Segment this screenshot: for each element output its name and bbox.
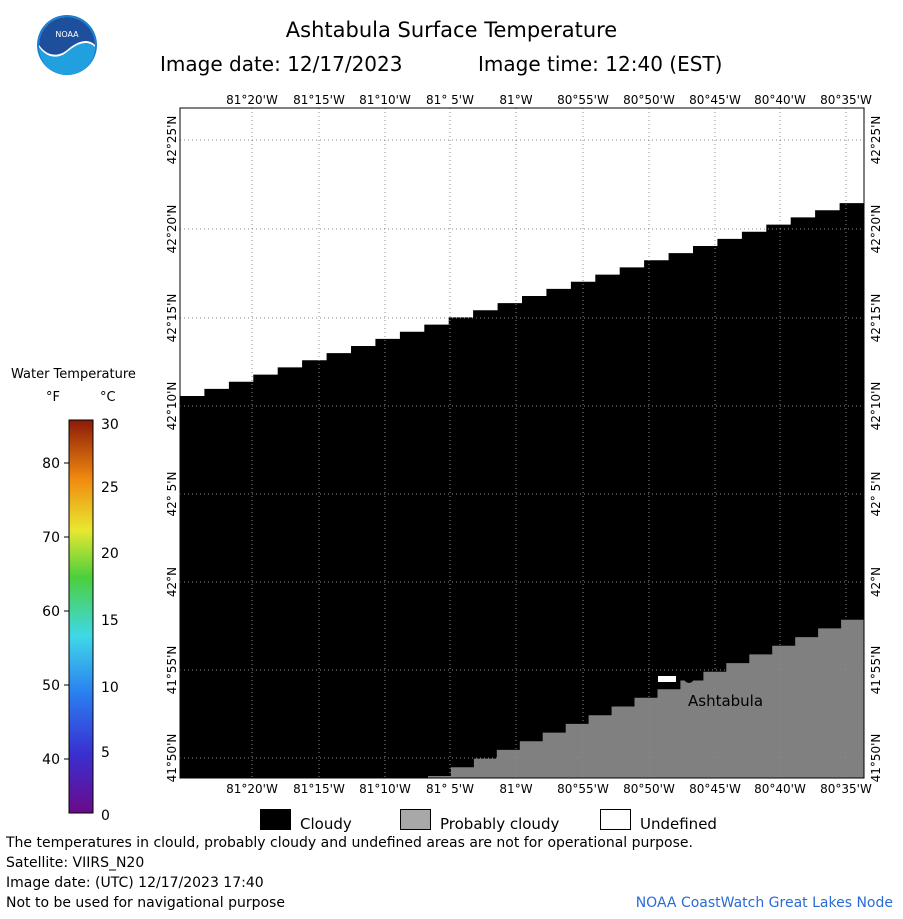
fahrenheit-tick-label: 40	[42, 752, 60, 768]
fahrenheit-tick-label: 60	[42, 604, 60, 620]
latitude-labels-right: 42°25'N 42°20'N 42°15'N 42°10'N 42° 5'N 42°N 4…	[869, 116, 883, 783]
latitude-labels-left: 42°25'N 42°20'N 42°15'N 42°10'N 42° 5'N 42°N 4…	[165, 116, 179, 783]
probably-cloudy-swatch	[400, 809, 431, 830]
fahrenheit-ticks: 80 70 60 50 40	[42, 456, 69, 768]
longitude-label: 81° 5'W	[426, 782, 474, 796]
latitude-label: 42°10'N	[869, 382, 883, 431]
utc-date: Image date: (UTC) 12/17/2023 17:40	[6, 875, 264, 891]
navigation-warning: Not to be used for navigational purpose	[6, 895, 285, 911]
longitude-label: 80°35'W	[820, 93, 872, 107]
colorbar-gradient	[68, 419, 94, 814]
probably-cloudy-key-label: Probably cloudy	[440, 815, 560, 833]
longitude-label: 81°W	[499, 782, 532, 796]
longitude-label: 81°W	[499, 93, 532, 107]
disclaimer: The temperatures in clould, probably clo…	[6, 835, 693, 851]
latitude-label: 42°20'N	[869, 205, 883, 254]
image-time: Image time: 12:40 (EST)	[478, 52, 723, 76]
fahrenheit-tick-label: 80	[42, 456, 60, 472]
longitude-label: 80°50'W	[623, 782, 675, 796]
latitude-label: 42°25'N	[165, 116, 179, 165]
map-area: 81°20'W 81°15'W 81°10'W 81° 5'W 81°W 80°55'W 8…	[165, 93, 883, 796]
longitude-label: 80°35'W	[820, 782, 872, 796]
latitude-label: 41°55'N	[165, 646, 179, 695]
fahrenheit-tick-label: 50	[42, 678, 60, 694]
latitude-label: 41°50'N	[869, 734, 883, 783]
longitude-label: 80°55'W	[557, 782, 609, 796]
place-label: Ashtabula	[688, 692, 763, 710]
longitude-label: 80°40'W	[754, 93, 806, 107]
longitude-label: 81°10'W	[359, 93, 411, 107]
latitude-label: 42°15'N	[869, 294, 883, 343]
longitude-label: 80°40'W	[754, 782, 806, 796]
longitude-label: 81°15'W	[293, 93, 345, 107]
longitude-label: 81° 5'W	[426, 93, 474, 107]
latitude-label: 42°N	[869, 567, 883, 597]
probably-cloudy-region	[428, 611, 864, 778]
legend-title: Water Temperature	[11, 367, 136, 382]
longitude-labels-bottom: 81°20'W 81°15'W 81°10'W 81° 5'W 81°W 80°55'W 8…	[226, 782, 872, 796]
cloudy-swatch	[260, 809, 291, 830]
cloudy-key-label: Cloudy	[300, 815, 352, 833]
latitude-label: 41°50'N	[165, 734, 179, 783]
longitude-label: 81°20'W	[226, 93, 278, 107]
longitude-label: 80°55'W	[557, 93, 609, 107]
map-frame	[179, 107, 865, 779]
longitude-label: 81°20'W	[226, 782, 278, 796]
celsius-tick-label: 10	[101, 680, 119, 696]
latitude-label: 41°55'N	[869, 646, 883, 695]
celsius-tick-label: 5	[101, 745, 110, 761]
latitude-label: 42°N	[165, 567, 179, 597]
unit-celsius: °C	[100, 390, 116, 405]
longitude-label: 81°10'W	[359, 782, 411, 796]
ashtabula-marker	[684, 673, 694, 683]
latitude-label: 42°25'N	[869, 116, 883, 165]
undefined-key-label: Undefined	[640, 815, 717, 833]
unit-fahrenheit: °F	[46, 390, 60, 405]
logo-text: NOAA	[55, 30, 79, 39]
fahrenheit-tick-label: 70	[42, 530, 60, 546]
longitude-label: 81°15'W	[293, 782, 345, 796]
satellite-info: Satellite: VIIRS_N20	[6, 855, 145, 871]
noaa-logo: NOAA	[37, 15, 97, 75]
celsius-tick-label: 15	[101, 613, 119, 629]
celsius-tick-label: 0	[101, 808, 110, 824]
latitude-label: 42°10'N	[165, 382, 179, 431]
celsius-tick-label: 20	[101, 546, 119, 562]
undefined-swatch	[600, 809, 631, 830]
longitude-label: 80°45'W	[689, 93, 741, 107]
latitude-label: 42° 5'N	[165, 472, 179, 517]
longitude-label: 80°50'W	[623, 93, 675, 107]
celsius-ticks: 30 25 20 15 10 5 0	[101, 417, 119, 824]
credit-link[interactable]: NOAA CoastWatch Great Lakes Node	[635, 895, 893, 911]
page-title: Ashtabula Surface Temperature	[285, 18, 618, 42]
celsius-tick-label: 25	[101, 480, 119, 496]
latitude-label: 42°15'N	[165, 294, 179, 343]
longitude-label: 80°45'W	[689, 782, 741, 796]
cloudy-region	[180, 196, 864, 778]
longitude-labels-top: 81°20'W 81°15'W 81°10'W 81° 5'W 81°W 80°55'W 8…	[226, 93, 872, 107]
celsius-tick-label: 30	[101, 417, 119, 433]
latitude-label: 42°20'N	[165, 205, 179, 254]
undefined-patch	[658, 676, 676, 682]
latitude-label: 42° 5'N	[869, 472, 883, 517]
image-date: Image date: 12/17/2023	[160, 52, 403, 76]
